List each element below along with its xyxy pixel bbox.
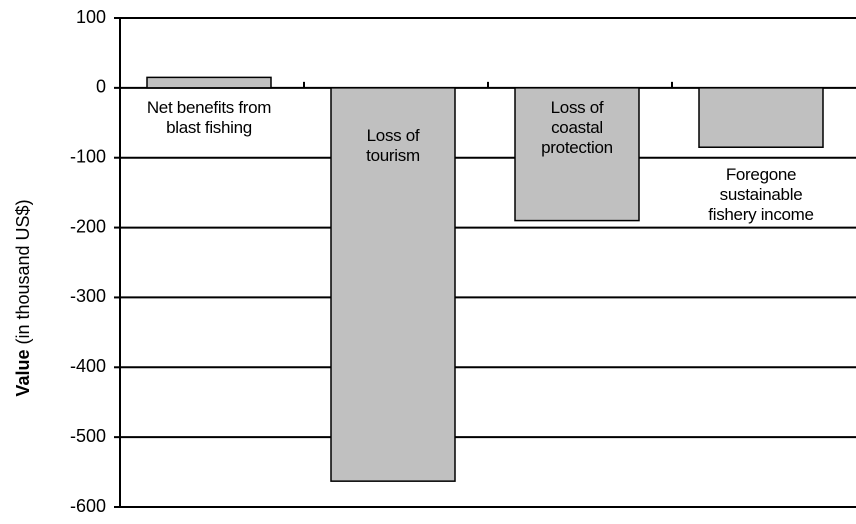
y-tick-label: -300 bbox=[70, 286, 106, 306]
category-label: Foregone sustainable fishery income bbox=[703, 165, 819, 226]
y-axis-label-rest: (in thousand US$) bbox=[13, 199, 33, 344]
y-tick-label: -200 bbox=[70, 216, 106, 236]
y-tick-label: 0 bbox=[96, 77, 106, 97]
bar bbox=[146, 76, 272, 89]
category-label: Loss of tourism bbox=[366, 125, 420, 165]
y-axis-label: Value (in thousand US$) bbox=[13, 199, 33, 396]
y-tick-label: -400 bbox=[70, 356, 106, 376]
bar bbox=[698, 87, 824, 148]
y-tick-label: 100 bbox=[76, 7, 106, 27]
y-tick-label: -500 bbox=[70, 426, 106, 446]
bar bbox=[514, 87, 640, 222]
category-label: Loss of coastal protection bbox=[541, 97, 613, 157]
bar bbox=[330, 87, 456, 482]
category-label: Net benefits from blast fishing bbox=[146, 97, 272, 138]
y-tick-label: -100 bbox=[70, 146, 106, 166]
y-axis-label-bold: Value bbox=[13, 350, 33, 397]
y-tick-label: -600 bbox=[70, 496, 106, 516]
